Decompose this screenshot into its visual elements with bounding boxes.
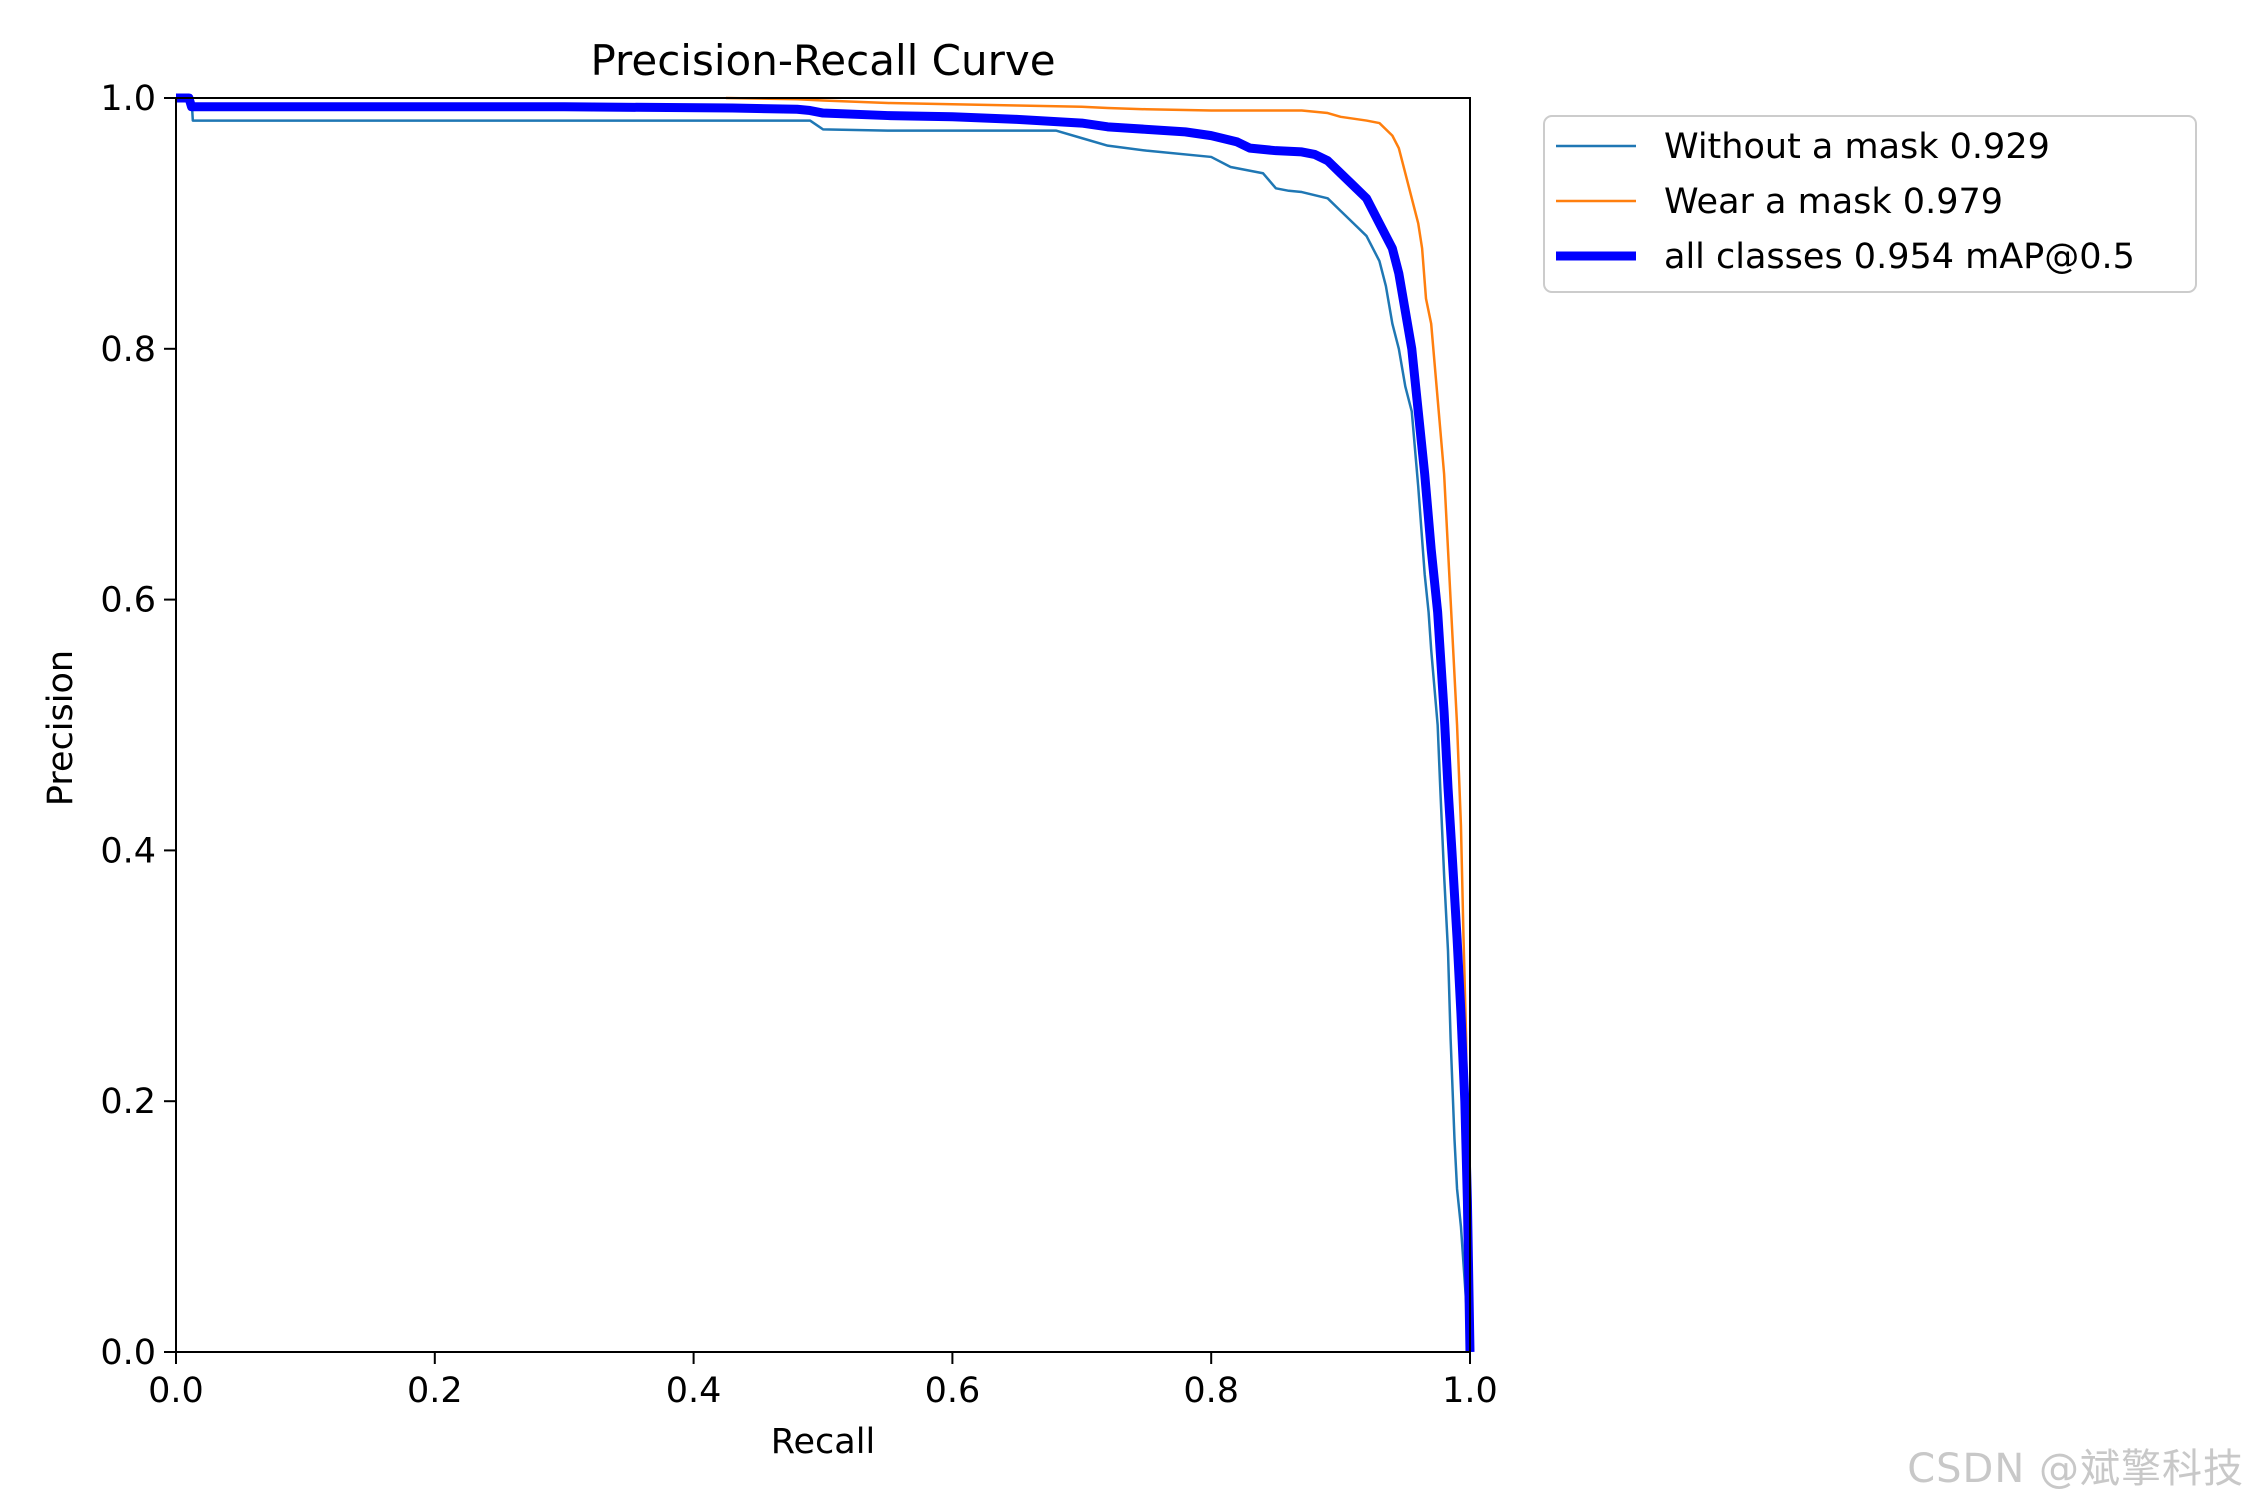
x-tick-label: 0.2 (407, 1371, 463, 1411)
series-line-0 (176, 96, 1472, 1353)
series-line-2 (176, 93, 1475, 1353)
y-tick-label: 0.4 (100, 831, 156, 871)
legend-label-wear-mask: Wear a mask 0.979 (1664, 182, 2003, 222)
x-tick-label: 0.8 (1183, 1371, 1239, 1411)
series-lines (176, 93, 1475, 1353)
chart-title: Precision-Recall Curve (590, 36, 1055, 85)
x-tick-label: 0.6 (925, 1371, 981, 1411)
csdn-watermark: CSDN @斌擎科技 (1907, 1446, 2244, 1492)
x-axis-label: Recall (771, 1422, 875, 1462)
x-tick-label: 1.0 (1442, 1371, 1498, 1411)
y-tick-label: 0.6 (100, 581, 156, 621)
series-line-1 (725, 96, 1472, 1353)
y-axis-label: Precision (41, 650, 81, 806)
legend: Without a mask 0.929 Wear a mask 0.979 a… (1543, 115, 2197, 293)
y-tick-label: 1.0 (100, 79, 156, 119)
x-axis-ticks: 0.0 0.2 0.4 0.6 0.8 1.0 (148, 1352, 1498, 1411)
y-tick-label: 0.0 (100, 1333, 156, 1373)
y-tick-label: 0.2 (100, 1082, 156, 1122)
x-tick-label: 0.0 (148, 1371, 204, 1411)
y-tick-label: 0.8 (100, 330, 156, 370)
legend-label-without-mask: Without a mask 0.929 (1664, 127, 2050, 167)
x-tick-label: 0.4 (666, 1371, 722, 1411)
plot-frame (175, 97, 1471, 1353)
legend-label-all-classes: all classes 0.954 mAP@0.5 (1664, 237, 2135, 277)
y-axis-ticks: 0.0 0.2 0.4 0.6 0.8 1.0 (100, 79, 176, 1373)
legend-box (1543, 115, 2197, 293)
